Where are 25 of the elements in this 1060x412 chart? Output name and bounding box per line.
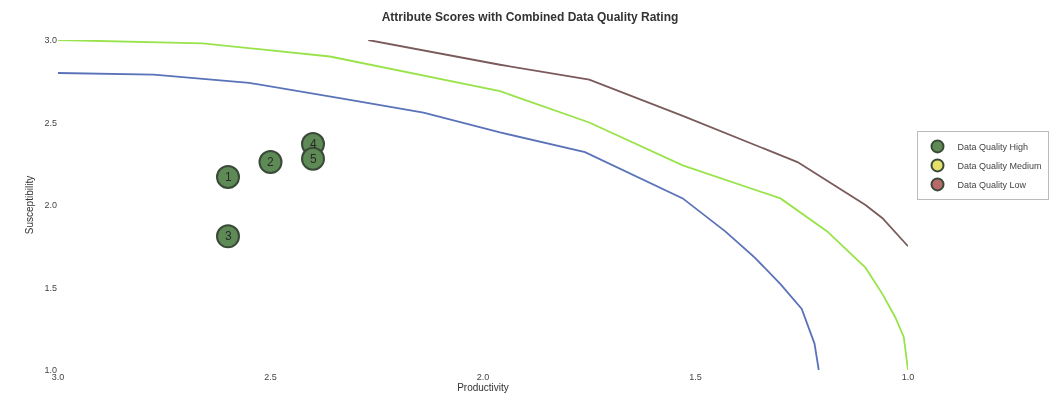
line-series [58,72,820,370]
legend-label: Data Quality Medium [957,160,1042,171]
x-tick-label: 3.0 [51,372,65,382]
annotation: 3 [225,229,232,243]
point [258,150,283,175]
line-series [58,40,908,370]
legend-label: Data Quality High [957,141,1029,152]
x-tick-label: 2.5 [264,372,277,382]
annotation: 1 [225,170,232,184]
x-tick-label: 1.5 [689,372,702,382]
legend-label: Data Quality Low [957,179,1027,190]
x-axis-title: Productivity [457,382,509,393]
chart-title: Attribute Scores with Combined Data Quality Rating [381,9,679,24]
line-series [367,40,908,248]
y-tick-label: 3.0 [44,35,57,46]
annotation: 2 [267,155,274,169]
annotation: 5 [310,152,317,166]
y-tick-label: 1.5 [44,282,57,293]
point [216,164,240,189]
x-tick-label: 1.0 [901,372,915,382]
y-axis-title: Susceptibility [24,175,36,235]
y-tick-label: 2.5 [44,117,57,128]
point [216,224,240,249]
x-tick-label: 2.0 [476,372,490,382]
y-tick-label: 2.0 [44,200,57,211]
